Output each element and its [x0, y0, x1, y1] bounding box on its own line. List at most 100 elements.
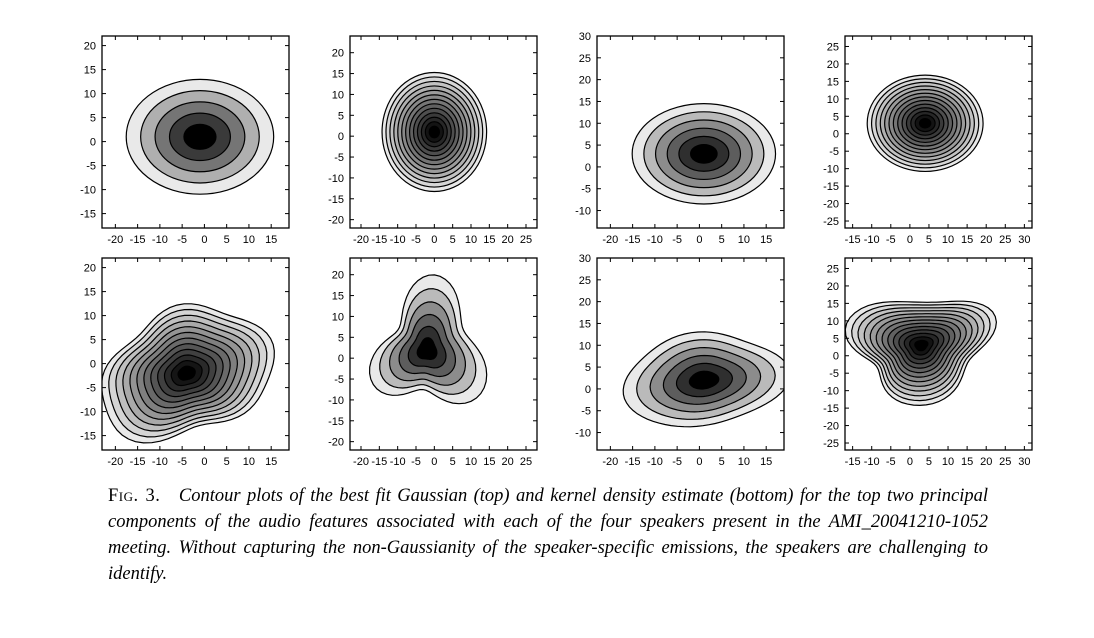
x-tick-label: 5: [926, 456, 932, 468]
x-tick-label: -10: [152, 234, 168, 246]
panel-top-1: -20 -15 -10 -5 0 5 10 15 -15 -10 -5 0 5 10 15 20: [80, 35, 290, 246]
y-tick-label: 5: [585, 362, 591, 374]
y-tick-label: 10: [827, 94, 839, 106]
x-tick-label: -15: [130, 234, 146, 246]
x-tick-label: 0: [696, 456, 702, 468]
x-tick-label: 5: [719, 456, 725, 468]
x-tick-label: -5: [886, 456, 896, 468]
x-tick-label: 30: [1018, 234, 1030, 246]
x-tick-label: -15: [130, 456, 146, 468]
x-tick-label: 0: [201, 234, 207, 246]
x-tick-label: 5: [926, 234, 932, 246]
y-tick-label: 30: [579, 31, 591, 43]
x-tick-label: -5: [672, 456, 682, 468]
y-tick-label: 15: [84, 65, 96, 77]
contour-levels: [125, 78, 275, 195]
x-tick-label: 15: [483, 234, 495, 246]
y-tick-label: 5: [833, 333, 839, 345]
y-tick-label: 15: [84, 287, 96, 299]
plot-frame: [596, 257, 785, 451]
x-tick-label: -20: [602, 234, 618, 246]
x-tick-label: -5: [177, 234, 187, 246]
contour-levels: [631, 103, 777, 205]
plot-frame: [101, 257, 290, 451]
x-tick-label: 0: [907, 456, 913, 468]
contour-level-12: [177, 365, 196, 381]
y-tick-label: 0: [338, 353, 344, 365]
y-tick-label: -15: [328, 194, 344, 206]
y-tick-label: 30: [579, 253, 591, 265]
y-tick-label: 25: [827, 263, 839, 275]
x-tick-label: -15: [625, 234, 641, 246]
y-tick-label: 0: [833, 129, 839, 141]
x-tick-label: 10: [465, 234, 477, 246]
y-tick-label: -5: [334, 374, 344, 386]
y-tick-label: -5: [829, 146, 839, 158]
contour-level-13: [918, 118, 932, 129]
y-tick-label: 10: [332, 89, 344, 101]
x-tick-label: 10: [243, 456, 255, 468]
y-tick-label: 15: [827, 76, 839, 88]
x-tick-label: 15: [961, 234, 973, 246]
contour-levels: [622, 331, 784, 428]
x-tick-label: 20: [502, 234, 514, 246]
y-tick-label: 20: [84, 263, 96, 275]
y-tick-label: -5: [581, 406, 591, 418]
x-tick-label: -15: [625, 456, 641, 468]
x-tick-label: 5: [224, 234, 230, 246]
contour-level-6: [690, 143, 718, 164]
figure-caption: Fig. 3. Contour plots of the best fit Ga…: [108, 483, 988, 587]
y-tick-label: 15: [579, 96, 591, 108]
x-tick-label: 0: [696, 234, 702, 246]
y-tick-label: -5: [334, 152, 344, 164]
x-tick-label: -15: [845, 234, 861, 246]
y-tick-label: -20: [328, 437, 344, 449]
y-tick-label: -10: [575, 428, 591, 440]
x-tick-label: -20: [107, 234, 123, 246]
x-tick-label: -10: [864, 456, 880, 468]
x-tick-label: 20: [980, 234, 992, 246]
x-tick-label: -5: [672, 234, 682, 246]
y-tick-label: -20: [823, 199, 839, 211]
panel-bottom-3: -20 -15 -10 -5 0 5 10 15 -10 -5 0 5 10 15 20 25 30: [575, 253, 785, 468]
y-tick-label: 20: [827, 281, 839, 293]
x-tick-label: -10: [390, 234, 406, 246]
y-tick-label: 5: [90, 335, 96, 347]
contour-levels: [102, 303, 275, 444]
x-tick-label: -20: [107, 456, 123, 468]
x-tick-label: 5: [450, 456, 456, 468]
x-tick-label: 10: [942, 456, 954, 468]
y-tick-label: -10: [575, 206, 591, 218]
panel-bottom-1: -20 -15 -10 -5 0 5 10 15 -15 -10 -5 0 5 10 15 20: [80, 257, 290, 468]
y-tick-label: 0: [585, 384, 591, 396]
x-tick-label: 5: [450, 234, 456, 246]
y-tick-label: -10: [80, 185, 96, 197]
y-tick-label: -25: [823, 438, 839, 450]
y-tick-label: -5: [86, 161, 96, 173]
x-tick-label: -10: [152, 456, 168, 468]
x-tick-label: -5: [411, 456, 421, 468]
plot-frame: [349, 35, 538, 229]
x-tick-label: -20: [353, 234, 369, 246]
x-tick-label: -10: [390, 456, 406, 468]
x-tick-label: 0: [431, 234, 437, 246]
y-tick-label: -5: [829, 368, 839, 380]
y-tick-label: 25: [579, 275, 591, 287]
x-tick-label: 10: [942, 234, 954, 246]
y-tick-label: 5: [338, 332, 344, 344]
x-tick-label: 0: [201, 456, 207, 468]
y-tick-label: 5: [833, 111, 839, 123]
y-tick-label: 0: [585, 162, 591, 174]
x-tick-label: -10: [647, 234, 663, 246]
y-tick-label: -10: [823, 386, 839, 398]
x-tick-label: 10: [738, 456, 750, 468]
x-tick-label: -20: [353, 456, 369, 468]
y-tick-label: -5: [86, 383, 96, 395]
y-tick-label: -20: [823, 421, 839, 433]
x-tick-label: 15: [265, 456, 277, 468]
x-tick-label: 15: [760, 234, 772, 246]
y-tick-label: 10: [84, 311, 96, 323]
contour-level-6: [688, 370, 720, 390]
x-tick-label: 5: [719, 234, 725, 246]
y-tick-label: 10: [332, 311, 344, 323]
